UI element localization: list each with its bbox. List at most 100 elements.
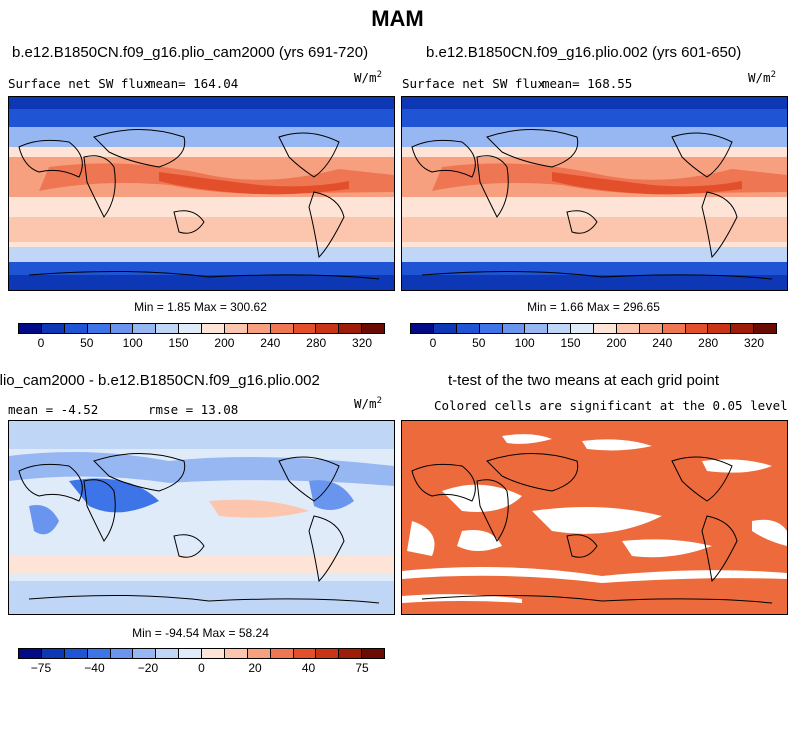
colorbar-tick-label: 0 — [198, 661, 205, 675]
colorbar-swatch — [224, 324, 248, 333]
colorbar-swatch — [247, 649, 271, 658]
panel3-title: b.e12.B1850CN.f09_g16.plio_cam2000 - b.e… — [0, 372, 320, 389]
colorbar-left-ticks: 0 50 100 150 200 240 280 320 — [18, 334, 385, 350]
colorbar-swatch — [156, 649, 180, 658]
colorbar-swatch — [110, 649, 134, 658]
panel3-minmax: Min = -94.54 Max = 58.24 — [132, 626, 269, 640]
colorbar-swatch — [247, 324, 271, 333]
colorbar-right-ticks: 0 50 100 150 200 240 280 320 — [410, 334, 777, 350]
panel2-title: b.e12.B1850CN.f09_g16.plio.002 (yrs 601-… — [426, 44, 742, 61]
colorbar-swatch — [110, 324, 134, 333]
colorbar-swatch — [316, 649, 340, 658]
panel1-minmax: Min = 1.85 Max = 300.62 — [134, 300, 267, 314]
colorbar-swatch — [179, 324, 202, 333]
panel4-map — [401, 420, 788, 615]
colorbar-swatch — [202, 324, 225, 333]
colorbar-swatch — [339, 324, 363, 333]
colorbar-swatch — [548, 324, 572, 333]
panel2-variable: Surface net SW flux — [402, 76, 545, 91]
panel4-title: t-test of the two means at each grid poi… — [448, 372, 719, 389]
colorbar-tick-label: 320 — [744, 336, 765, 350]
colorbar-swatch — [41, 649, 65, 658]
colorbar-tick-label: 50 — [472, 336, 486, 350]
colorbar-swatch — [479, 324, 503, 333]
colorbar-tick-label: 150 — [168, 336, 189, 350]
colorbar-tick-label: 100 — [122, 336, 143, 350]
panel2-mean: mean= 168.55 — [542, 76, 633, 91]
panel3-map — [8, 420, 395, 615]
colorbar-tick-label: −20 — [137, 661, 159, 675]
colorbar-swatch — [87, 649, 111, 658]
colorbar-tick-label: 240 — [652, 336, 673, 350]
colorbar-swatch — [456, 324, 480, 333]
colorbar-swatch — [64, 324, 88, 333]
colorbar-tick-label: 20 — [248, 661, 262, 675]
colorbar-tick-label: 200 — [214, 336, 235, 350]
colorbar-diff-swatches — [18, 648, 385, 659]
colorbar-swatch — [731, 324, 755, 333]
colorbar-swatch — [156, 324, 180, 333]
figure-title: MAM — [371, 6, 424, 31]
panel1-units: W/m2 — [354, 70, 382, 86]
colorbar-tick-label: 100 — [514, 336, 535, 350]
colorbar-swatch — [87, 324, 111, 333]
colorbar-tick-label: 50 — [80, 336, 94, 350]
colorbar-swatch — [433, 324, 457, 333]
colorbar-swatch — [316, 324, 340, 333]
colorbar-swatch — [224, 649, 248, 658]
colorbar-swatch — [202, 649, 225, 658]
colorbar-tick-label: −40 — [84, 661, 105, 675]
panel3-rmse: rmse = 13.08 — [148, 402, 239, 417]
panel1-variable: Surface net SW flux — [8, 76, 151, 91]
colorbar-tick-label: 0 — [37, 336, 45, 350]
colorbar-swatch — [133, 324, 157, 333]
colorbar-left: 0 50 100 150 200 240 280 320 — [18, 323, 385, 350]
colorbar-tick-label: 200 — [606, 336, 627, 350]
colorbar-swatch — [362, 649, 384, 658]
panel4-subtitle: Colored cells are significant at the 0.0… — [434, 398, 788, 413]
colorbar-tick-label: 150 — [560, 336, 581, 350]
panel3-units: W/m2 — [354, 396, 382, 412]
colorbar-swatch — [754, 324, 776, 333]
colorbar-swatch — [639, 324, 663, 333]
colorbar-right: 0 50 100 150 200 240 280 320 — [410, 323, 777, 350]
colorbar-swatch — [708, 324, 732, 333]
colorbar-swatch — [270, 649, 294, 658]
colorbar-tick-label: −75 — [30, 661, 52, 675]
colorbar-tick-label: 0 — [429, 336, 437, 350]
colorbar-swatch — [270, 324, 294, 333]
colorbar-swatch — [179, 649, 202, 658]
panel2-map — [401, 96, 788, 291]
panel2-minmax: Min = 1.66 Max = 296.65 — [527, 300, 660, 314]
colorbar-swatch — [616, 324, 640, 333]
colorbar-swatch — [525, 324, 549, 333]
colorbar-swatch — [19, 649, 42, 658]
colorbar-swatch — [685, 324, 709, 333]
colorbar-tick-label: 320 — [352, 336, 373, 350]
colorbar-tick-label: 280 — [306, 336, 327, 350]
colorbar-diff-ticks: −75 −40 −20 0 20 40 75 — [18, 659, 385, 675]
colorbar-tick-label: 75 — [355, 661, 369, 675]
colorbar-tick-label: 40 — [301, 661, 316, 675]
panel1-title: b.e12.B1850CN.f09_g16.plio_cam2000 (yrs … — [12, 44, 369, 61]
panel1-map — [8, 96, 395, 291]
panel1-mean: mean= 164.04 — [148, 76, 239, 91]
colorbar-swatch — [411, 324, 434, 333]
colorbar-right-swatches — [410, 323, 777, 334]
colorbar-swatch — [571, 324, 594, 333]
colorbar-left-swatches — [18, 323, 385, 334]
colorbar-swatch — [293, 324, 317, 333]
colorbar-swatch — [502, 324, 526, 333]
colorbar-tick-label: 280 — [698, 336, 719, 350]
colorbar-tick-label: 240 — [260, 336, 281, 350]
panel3-title-clip: b.e12.B1850CN.f09_g16.plio_cam2000 - b.e… — [0, 370, 398, 390]
colorbar-swatch — [133, 649, 157, 658]
colorbar-swatch — [362, 324, 384, 333]
colorbar-swatch — [64, 649, 88, 658]
colorbar-swatch — [339, 649, 363, 658]
colorbar-diff: −75 −40 −20 0 20 40 75 — [18, 648, 385, 675]
colorbar-swatch — [41, 324, 65, 333]
colorbar-swatch — [19, 324, 42, 333]
colorbar-swatch — [662, 324, 686, 333]
panel2-units: W/m2 — [748, 70, 776, 86]
